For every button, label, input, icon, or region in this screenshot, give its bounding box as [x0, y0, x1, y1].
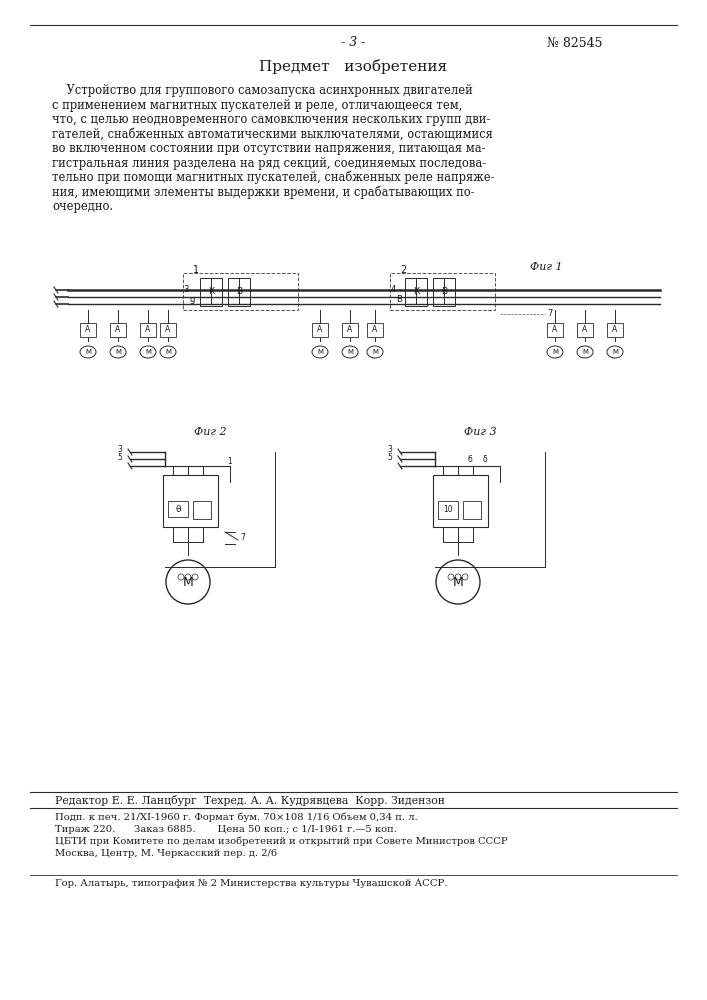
Text: Гор. Алатырь, типография № 2 Министерства культуры Чувашской АССР.: Гор. Алатырь, типография № 2 Министерств… [55, 880, 448, 888]
Bar [228, 278, 250, 306]
Text: М: М [145, 349, 151, 355]
Ellipse shape [577, 346, 593, 358]
Text: что, с целью неодновременного самовключения нескольких групп дви-: что, с целью неодновременного самовключе… [52, 113, 490, 126]
Text: 10: 10 [443, 506, 452, 514]
Text: 3: 3 [387, 446, 392, 454]
Text: - 3 -: - 3 - [341, 36, 366, 49]
Text: гистральная линия разделена на ряд секций, соединяемых последова-: гистральная линия разделена на ряд секци… [52, 156, 486, 169]
Bar [433, 278, 455, 306]
Text: М: М [347, 349, 353, 355]
Text: К: К [208, 288, 214, 296]
Bar [438, 501, 458, 519]
Text: Редактор Е. Е. Ланцбург  Техред. А. А. Кудрявцева  Корр. Зидензон: Редактор Е. Е. Ланцбург Техред. А. А. Ку… [55, 794, 445, 806]
Circle shape [166, 560, 210, 604]
Text: во включенном состоянии при отсутствии напряжения, питающая ма-: во включенном состоянии при отсутствии н… [52, 142, 486, 155]
Bar [367, 323, 383, 337]
Ellipse shape [367, 346, 383, 358]
Text: № 82545: № 82545 [547, 36, 603, 49]
Text: 7: 7 [547, 310, 552, 318]
Text: Москва, Центр, М. Черкасский пер. д. 2/6: Москва, Центр, М. Черкасский пер. д. 2/6 [55, 848, 277, 857]
Text: А: А [146, 326, 151, 334]
Text: B: B [396, 296, 402, 304]
Text: гателей, снабженных автоматическими выключателями, остающимися: гателей, снабженных автоматическими выкл… [52, 127, 493, 140]
Text: Фиг 2: Фиг 2 [194, 427, 226, 437]
Text: 3: 3 [117, 446, 122, 454]
Ellipse shape [547, 346, 563, 358]
Text: Предмет   изобретения: Предмет изобретения [259, 58, 447, 74]
Bar [163, 475, 218, 527]
Bar [390, 273, 495, 310]
Bar [405, 278, 427, 306]
Ellipse shape [607, 346, 623, 358]
Bar [160, 323, 176, 337]
Text: 2: 2 [400, 265, 406, 275]
Bar [607, 323, 623, 337]
Text: с применением магнитных пускателей и реле, отличающееся тем,: с применением магнитных пускателей и рел… [52, 99, 462, 111]
Bar [577, 323, 593, 337]
Text: А: А [552, 326, 558, 334]
Text: В: В [441, 288, 447, 296]
Bar [200, 278, 222, 306]
Text: М: М [452, 576, 463, 588]
Text: ЦБТИ при Комитете по делам изобретений и открытий при Совете Министров СССР: ЦБТИ при Комитете по делам изобретений и… [55, 836, 508, 846]
Text: А: А [612, 326, 618, 334]
Text: М: М [85, 349, 91, 355]
Text: Подп. к печ. 21/XI-1960 г. Формат бум. 70×108 1/16 Объем 0,34 п. л.: Подп. к печ. 21/XI-1960 г. Формат бум. 7… [55, 812, 418, 822]
Ellipse shape [312, 346, 328, 358]
Bar [433, 475, 488, 527]
Bar [183, 273, 298, 310]
Text: А: А [583, 326, 588, 334]
Text: Фиг 1: Фиг 1 [530, 262, 563, 272]
Ellipse shape [342, 346, 358, 358]
Text: М: М [372, 349, 378, 355]
Bar [342, 323, 358, 337]
Text: М: М [317, 349, 323, 355]
Text: 4: 4 [390, 286, 396, 294]
Text: ния, имеющими элементы выдержки времени, и срабатывающих по-: ния, имеющими элементы выдержки времени,… [52, 186, 474, 199]
Text: А: А [115, 326, 121, 334]
Text: Фиг 3: Фиг 3 [464, 427, 496, 437]
Bar [168, 501, 188, 517]
Ellipse shape [80, 346, 96, 358]
Text: А: А [373, 326, 378, 334]
Bar [140, 323, 156, 337]
Text: К: К [413, 288, 419, 296]
Text: 5: 5 [387, 452, 392, 462]
Bar [110, 323, 126, 337]
Text: θ: θ [175, 504, 181, 514]
Text: 3: 3 [183, 286, 189, 294]
Text: А: А [347, 326, 353, 334]
Text: 5: 5 [117, 452, 122, 462]
Text: М: М [582, 349, 588, 355]
Ellipse shape [160, 346, 176, 358]
Bar [463, 501, 481, 519]
Text: g: g [189, 296, 194, 304]
Text: очередно.: очередно. [52, 200, 113, 213]
Bar [547, 323, 563, 337]
Circle shape [436, 560, 480, 604]
Ellipse shape [110, 346, 126, 358]
Text: М: М [612, 349, 618, 355]
Ellipse shape [140, 346, 156, 358]
Text: δ: δ [483, 456, 487, 464]
Text: М: М [165, 349, 171, 355]
Text: Тираж 220.      Заказ 6885.       Цена 50 коп.; с 1/I-1961 г.—5 коп.: Тираж 220. Заказ 6885. Цена 50 коп.; с 1… [55, 824, 397, 834]
Text: А: А [86, 326, 90, 334]
Text: М: М [182, 576, 194, 588]
Bar [193, 501, 211, 519]
Bar [312, 323, 328, 337]
Text: А: А [165, 326, 170, 334]
Text: Устройство для группового самозапуска асинхронных двигателей: Устройство для группового самозапуска ас… [52, 84, 473, 97]
Text: тельно при помощи магнитных пускателей, снабженных реле напряже-: тельно при помощи магнитных пускателей, … [52, 171, 494, 184]
Text: М: М [115, 349, 121, 355]
Text: 7: 7 [240, 534, 245, 542]
Bar [80, 323, 96, 337]
Text: 1: 1 [193, 265, 199, 275]
Text: М: М [552, 349, 558, 355]
Text: б: б [467, 456, 472, 464]
Text: В: В [236, 288, 242, 296]
Text: 1: 1 [228, 458, 233, 466]
Text: А: А [317, 326, 322, 334]
